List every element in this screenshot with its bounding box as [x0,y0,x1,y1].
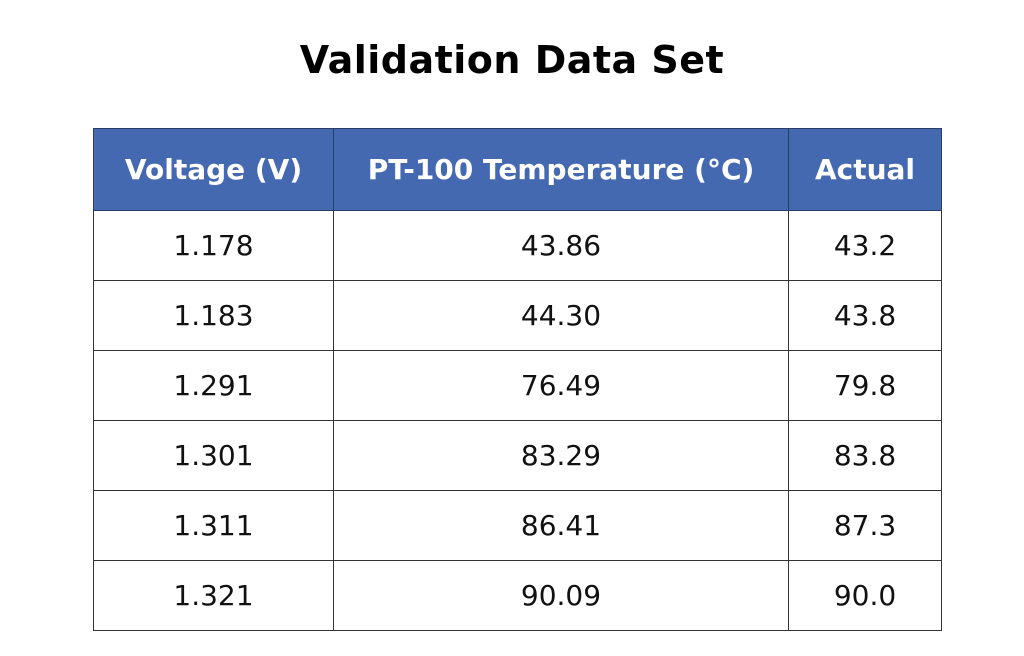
cell-voltage: 1.183 [93,280,334,351]
cell-pt100-temperature: 83.29 [333,420,789,491]
table-header-row: Voltage (V) PT-100 Temperature (°C) Actu… [93,128,942,211]
cell-voltage: 1.301 [93,420,334,491]
cell-actual: 43.2 [788,210,942,281]
cell-voltage: 1.311 [93,490,334,561]
cell-actual: 87.3 [788,490,942,561]
page-title: Validation Data Set [299,38,725,82]
cell-voltage: 1.321 [93,560,334,631]
cell-pt100-temperature: 44.30 [333,280,789,351]
column-header-actual: Actual [788,128,942,211]
column-header-voltage: Voltage (V) [93,128,334,211]
table-row: 1.301 83.29 83.8 [93,420,942,491]
column-header-pt100-temperature: PT-100 Temperature (°C) [333,128,789,211]
cell-pt100-temperature: 76.49 [333,350,789,421]
cell-pt100-temperature: 43.86 [333,210,789,281]
cell-actual: 43.8 [788,280,942,351]
validation-data-table: Voltage (V) PT-100 Temperature (°C) Actu… [93,128,942,631]
cell-pt100-temperature: 90.09 [333,560,789,631]
cell-actual: 79.8 [788,350,942,421]
cell-voltage: 1.178 [93,210,334,281]
table-row: 1.321 90.09 90.0 [93,560,942,631]
cell-actual: 83.8 [788,420,942,491]
cell-actual: 90.0 [788,560,942,631]
cell-voltage: 1.291 [93,350,334,421]
table-row: 1.291 76.49 79.8 [93,350,942,421]
table-row: 1.183 44.30 43.8 [93,280,942,351]
cell-pt100-temperature: 86.41 [333,490,789,561]
table-row: 1.311 86.41 87.3 [93,490,942,561]
table-row: 1.178 43.86 43.2 [93,210,942,281]
